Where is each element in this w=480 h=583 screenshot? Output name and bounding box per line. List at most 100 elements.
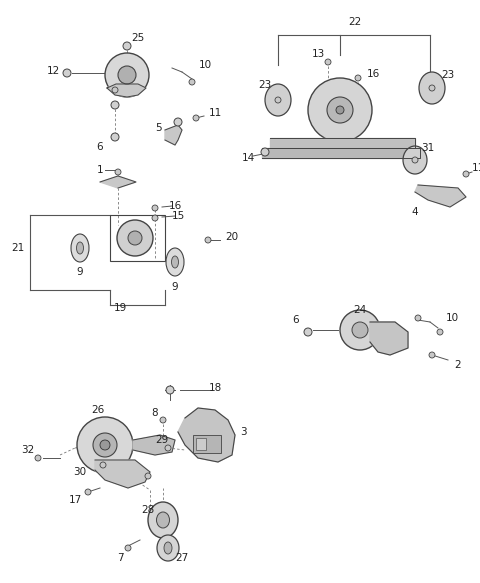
- Ellipse shape: [76, 242, 84, 254]
- Text: 11: 11: [208, 108, 222, 118]
- Ellipse shape: [71, 234, 89, 262]
- Text: 9: 9: [77, 267, 84, 277]
- Circle shape: [160, 417, 166, 423]
- Circle shape: [340, 310, 380, 350]
- Circle shape: [165, 445, 171, 451]
- Circle shape: [123, 42, 131, 50]
- Circle shape: [355, 75, 361, 81]
- Ellipse shape: [148, 502, 178, 538]
- Text: 9: 9: [172, 282, 178, 292]
- Circle shape: [93, 433, 117, 457]
- Circle shape: [193, 115, 199, 121]
- Text: 1: 1: [96, 165, 103, 175]
- Text: 18: 18: [208, 383, 222, 393]
- Text: 6: 6: [96, 142, 103, 152]
- Text: 22: 22: [348, 17, 361, 27]
- Text: 14: 14: [241, 153, 254, 163]
- Text: 21: 21: [12, 243, 24, 253]
- Circle shape: [429, 352, 435, 358]
- Circle shape: [128, 231, 142, 245]
- Circle shape: [35, 455, 41, 461]
- Circle shape: [152, 215, 158, 221]
- Ellipse shape: [166, 248, 184, 276]
- Text: 16: 16: [366, 69, 380, 79]
- Bar: [196, 438, 206, 450]
- Circle shape: [429, 85, 435, 91]
- Circle shape: [125, 545, 131, 551]
- Text: 5: 5: [155, 123, 161, 133]
- Ellipse shape: [265, 84, 291, 116]
- Circle shape: [308, 78, 372, 142]
- Text: 7: 7: [117, 553, 123, 563]
- Polygon shape: [107, 84, 146, 97]
- Text: 10: 10: [445, 313, 458, 323]
- Circle shape: [189, 79, 195, 85]
- Text: 29: 29: [156, 435, 168, 445]
- Circle shape: [437, 329, 443, 335]
- Text: 13: 13: [312, 49, 324, 59]
- Text: 24: 24: [353, 305, 367, 315]
- Polygon shape: [415, 185, 466, 207]
- Text: 4: 4: [412, 207, 418, 217]
- Polygon shape: [178, 408, 235, 462]
- Circle shape: [304, 328, 312, 336]
- Text: 3: 3: [240, 427, 246, 437]
- Text: 23: 23: [442, 70, 455, 80]
- Text: 6: 6: [293, 315, 300, 325]
- Circle shape: [415, 315, 421, 321]
- Circle shape: [100, 440, 110, 450]
- Polygon shape: [133, 435, 175, 455]
- Polygon shape: [95, 460, 150, 488]
- Text: 30: 30: [73, 467, 86, 477]
- Circle shape: [463, 171, 469, 177]
- Ellipse shape: [403, 146, 427, 174]
- Circle shape: [105, 53, 149, 97]
- Circle shape: [152, 205, 158, 211]
- Circle shape: [327, 97, 353, 123]
- Text: 27: 27: [175, 553, 189, 563]
- Ellipse shape: [164, 542, 172, 554]
- Circle shape: [166, 386, 174, 394]
- Text: 17: 17: [68, 495, 82, 505]
- Circle shape: [117, 220, 153, 256]
- Text: 19: 19: [113, 303, 127, 313]
- Ellipse shape: [156, 512, 169, 528]
- Circle shape: [63, 69, 71, 77]
- Circle shape: [174, 118, 182, 126]
- Text: 20: 20: [226, 232, 239, 242]
- Text: 32: 32: [22, 445, 35, 455]
- Bar: [110, 215, 165, 261]
- Text: 10: 10: [198, 60, 212, 70]
- Bar: [193, 435, 221, 453]
- Ellipse shape: [157, 535, 179, 561]
- Polygon shape: [165, 125, 182, 145]
- Circle shape: [352, 322, 368, 338]
- Polygon shape: [100, 176, 136, 188]
- Circle shape: [85, 489, 91, 495]
- Text: 15: 15: [171, 211, 185, 221]
- Text: 11: 11: [471, 163, 480, 173]
- Polygon shape: [262, 148, 420, 158]
- Polygon shape: [270, 138, 415, 148]
- Ellipse shape: [171, 256, 179, 268]
- Text: 12: 12: [47, 66, 60, 76]
- Text: 25: 25: [132, 33, 144, 43]
- Circle shape: [111, 101, 119, 109]
- Circle shape: [100, 462, 106, 468]
- Text: 26: 26: [91, 405, 105, 415]
- Text: 31: 31: [421, 143, 434, 153]
- Ellipse shape: [419, 72, 445, 104]
- Circle shape: [115, 169, 121, 175]
- Text: 23: 23: [258, 80, 272, 90]
- Circle shape: [112, 87, 118, 93]
- Circle shape: [145, 473, 151, 479]
- Text: 16: 16: [168, 201, 181, 211]
- Circle shape: [325, 59, 331, 65]
- Circle shape: [111, 133, 119, 141]
- Text: 8: 8: [152, 408, 158, 418]
- Circle shape: [336, 106, 344, 114]
- Circle shape: [118, 66, 136, 84]
- Circle shape: [412, 157, 418, 163]
- Circle shape: [205, 237, 211, 243]
- Text: 28: 28: [142, 505, 155, 515]
